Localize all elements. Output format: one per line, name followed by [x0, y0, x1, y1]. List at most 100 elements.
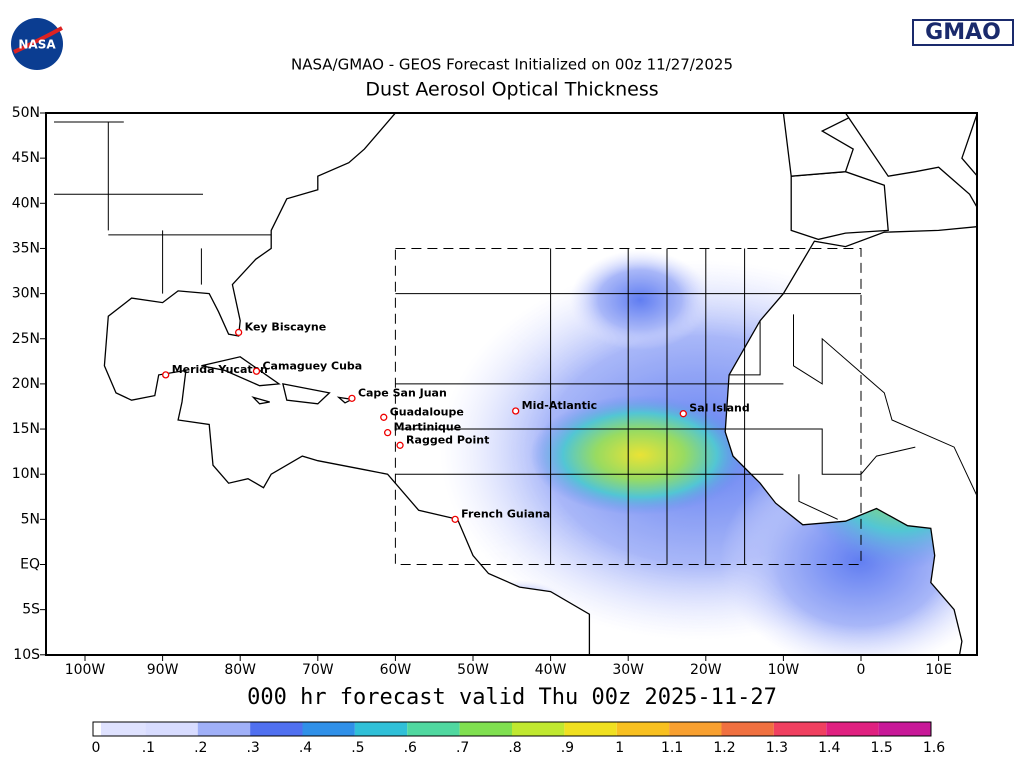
colorbar-bin — [826, 722, 879, 736]
map — [46, 113, 977, 655]
station-marker — [380, 413, 388, 421]
colorbar-label: 1.4 — [818, 740, 840, 756]
colorbar-bin — [773, 722, 827, 736]
station-marker — [162, 371, 170, 379]
lat-label: 25N — [12, 331, 40, 347]
station-label: Mid-Atlantic — [522, 399, 598, 412]
border — [798, 474, 838, 520]
station-marker — [512, 407, 520, 415]
title: Dust Aerosol Optical Thickness — [365, 79, 658, 101]
colorbar-bin — [669, 722, 722, 736]
colorbar-bin — [145, 722, 198, 736]
colorbar-bin — [512, 722, 565, 736]
border — [729, 320, 761, 376]
land — [790, 171, 889, 241]
colorbar-label: .5 — [351, 740, 364, 756]
colorbar-label: .7 — [456, 740, 469, 756]
lat-label: 35N — [12, 240, 40, 256]
station-label: French Guiana — [461, 507, 550, 520]
colorbar-bin — [564, 722, 617, 736]
colorbar-bin — [101, 722, 146, 736]
lon-label: 0 — [857, 662, 866, 678]
colorbar-label: 1.3 — [766, 740, 788, 756]
land — [201, 356, 281, 387]
lat-label: EQ — [20, 557, 40, 573]
lat-label: 10N — [12, 466, 40, 482]
lat-label: 15N — [12, 421, 40, 437]
colorbar-bin — [721, 722, 774, 736]
colorbar-bin — [878, 722, 931, 736]
station-marker — [348, 394, 356, 402]
lon-label: 50W — [457, 662, 489, 678]
region-boxes — [394, 247, 862, 565]
gmao-logo-box — [912, 19, 1014, 46]
station-marker — [451, 515, 459, 523]
colorbar-label: .8 — [508, 740, 521, 756]
station-label: Key Biscayne — [245, 320, 327, 333]
colorbar-bin — [459, 722, 512, 736]
gmao-logo: GMAO — [925, 20, 1001, 45]
lon-label: 30W — [612, 662, 644, 678]
station-marker — [252, 367, 261, 375]
station-label: Cape San Juan — [358, 386, 447, 399]
lat-label: 50N — [12, 105, 40, 121]
station-marker — [396, 441, 404, 449]
lat-label: 5N — [21, 511, 40, 527]
colorbar-label: .2 — [194, 740, 207, 756]
colorbar-bin — [250, 722, 303, 736]
nasa-logo: NASA — [11, 18, 63, 70]
colorbar-label: .4 — [299, 740, 312, 756]
lon-label: 100W — [65, 662, 106, 678]
footer: 000 hr forecast valid Thu 00z 2025-11-27 — [247, 685, 777, 710]
colorbar-label: 1.5 — [870, 740, 892, 756]
station-label: Martinique — [394, 421, 462, 434]
colorbar-label: .1 — [142, 740, 155, 756]
colorbar-bin — [197, 722, 251, 736]
station-marker — [383, 429, 392, 437]
lon-label: 40W — [535, 662, 567, 678]
colorbar-bin — [407, 722, 460, 736]
lat-label: 45N — [12, 150, 40, 166]
subtitle: NASA/GMAO - GEOS Forecast Initialized on… — [291, 56, 733, 74]
lat-label: 40N — [12, 195, 40, 211]
border — [767, 428, 916, 475]
colorbar: 0 .1 .2 .3 .4 .5 .6 .7 .8 .9 1 1.1 1.2 1.3 1.4 1.5 1.6 — [92, 721, 945, 756]
colorbar-label: .6 — [404, 740, 417, 756]
land — [782, 113, 860, 177]
land — [251, 396, 270, 405]
colorbar-label: 1 — [615, 740, 624, 756]
station-marker — [679, 410, 687, 418]
axes: 50N 45N 40N 35N 30N 25N 20N 15N 10N 5N EQ 5S 10S 100W… — [12, 105, 952, 678]
colorbar-label: 1.1 — [661, 740, 683, 756]
station-label: Merida Yucatan — [172, 363, 268, 376]
lat-label: 5S — [22, 602, 40, 618]
colorbar-label: 1.2 — [713, 740, 735, 756]
lat-label: 20N — [12, 376, 40, 392]
colorbar-label: .9 — [561, 740, 574, 756]
lon-label: 90W — [147, 662, 179, 678]
border — [793, 314, 977, 498]
lat-label: 30N — [12, 286, 40, 302]
lat-label: 10S — [13, 647, 40, 663]
colorbar-frame — [92, 721, 932, 737]
colorbar-label: 1.6 — [923, 740, 945, 756]
lon-label: 70W — [302, 662, 334, 678]
lon-label: 10E — [925, 662, 952, 678]
land — [282, 383, 331, 405]
station-label: Guadaloupe — [390, 405, 464, 418]
station-marker — [234, 328, 243, 337]
land — [844, 113, 977, 209]
land — [724, 226, 977, 655]
lon-label: 10W — [768, 662, 800, 678]
colorbar-bin — [616, 722, 670, 736]
station-label: Camaguey Cuba — [262, 359, 362, 372]
lon-label: 20W — [690, 662, 722, 678]
colorbar-bin — [354, 722, 408, 736]
colorbar-label: 0 — [92, 740, 101, 756]
station-label: Ragged Point — [406, 433, 489, 446]
colorbar-label: .3 — [246, 740, 259, 756]
station-label: Sal Island — [689, 402, 749, 415]
